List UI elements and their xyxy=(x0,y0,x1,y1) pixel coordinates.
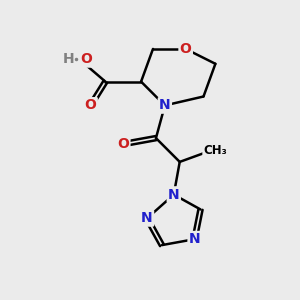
Text: CH₃: CH₃ xyxy=(203,143,227,157)
Text: O: O xyxy=(180,42,192,56)
Text: N: N xyxy=(189,232,200,246)
Text: N: N xyxy=(159,98,171,112)
Text: N: N xyxy=(168,188,180,202)
Text: N: N xyxy=(141,212,153,225)
Text: O: O xyxy=(80,52,92,66)
Text: O: O xyxy=(85,98,97,112)
Text: H: H xyxy=(62,52,74,66)
Text: O: O xyxy=(117,137,129,151)
